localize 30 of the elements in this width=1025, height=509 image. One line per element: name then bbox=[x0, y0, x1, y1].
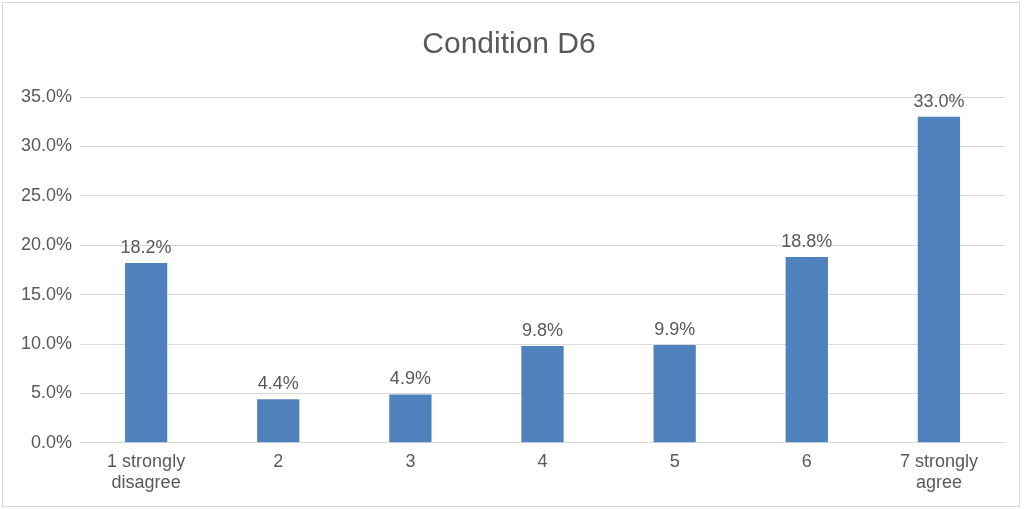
x-tick-label: 5 bbox=[669, 450, 680, 471]
bar bbox=[653, 344, 696, 443]
bar bbox=[917, 116, 961, 443]
data-label: 9.8% bbox=[522, 319, 564, 340]
data-label: 33.0% bbox=[913, 90, 965, 111]
bar bbox=[521, 345, 564, 443]
y-tick-label: 30.0% bbox=[20, 135, 73, 156]
bar bbox=[785, 257, 828, 443]
y-tick-label: 5.0% bbox=[31, 382, 73, 403]
data-label: 4.4% bbox=[257, 373, 299, 394]
data-label: 9.9% bbox=[654, 318, 696, 339]
x-tick-label: 4 bbox=[537, 450, 548, 471]
chart-title: Condition D6 bbox=[422, 26, 596, 60]
bar bbox=[124, 262, 168, 443]
y-tick-label: 0.0% bbox=[31, 431, 73, 452]
data-label: 18.2% bbox=[120, 236, 172, 257]
bar bbox=[389, 394, 432, 443]
x-tick-label: 1 strongly disagree bbox=[107, 450, 186, 493]
y-tick-label: 15.0% bbox=[20, 283, 73, 304]
x-tick-label: 2 bbox=[273, 450, 284, 471]
data-label: 4.9% bbox=[389, 368, 431, 389]
x-tick-label: 6 bbox=[801, 450, 812, 471]
y-tick-label: 35.0% bbox=[20, 85, 73, 106]
data-label: 18.8% bbox=[781, 231, 833, 252]
bar bbox=[257, 399, 300, 443]
x-tick-label: 3 bbox=[405, 450, 416, 471]
y-tick-label: 20.0% bbox=[20, 234, 73, 255]
y-tick-label: 10.0% bbox=[20, 332, 73, 353]
x-tick-label: 7 strongly agree bbox=[899, 450, 978, 493]
y-tick-label: 25.0% bbox=[20, 184, 73, 205]
